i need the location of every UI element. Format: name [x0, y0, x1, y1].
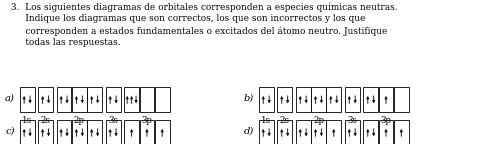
Text: c): c)	[5, 127, 15, 136]
Bar	[379, 120, 393, 144]
Bar	[379, 87, 393, 112]
Text: 3p: 3p	[381, 116, 391, 125]
Bar	[38, 87, 53, 112]
Bar	[124, 120, 139, 144]
Bar	[124, 87, 139, 112]
Bar	[259, 120, 274, 144]
Bar	[345, 87, 360, 112]
Text: 1s: 1s	[22, 116, 32, 125]
Bar	[38, 120, 53, 144]
Bar	[140, 87, 154, 112]
Text: 2p: 2p	[74, 116, 85, 125]
Bar	[363, 120, 378, 144]
Bar	[296, 87, 311, 112]
Text: 2p: 2p	[313, 116, 324, 125]
Text: 3s: 3s	[108, 116, 118, 125]
Bar	[277, 120, 292, 144]
Bar	[326, 87, 341, 112]
Bar	[20, 120, 35, 144]
Bar	[155, 120, 170, 144]
Bar	[259, 87, 274, 112]
Bar	[155, 87, 170, 112]
Bar	[87, 87, 102, 112]
Bar	[296, 120, 311, 144]
Bar	[87, 120, 102, 144]
Bar	[20, 87, 35, 112]
Bar	[140, 120, 154, 144]
Bar	[106, 87, 120, 112]
Bar	[311, 87, 326, 112]
Bar	[72, 120, 87, 144]
Text: 2s: 2s	[280, 116, 290, 125]
Text: 3s: 3s	[347, 116, 357, 125]
Bar	[106, 120, 120, 144]
Bar	[394, 120, 409, 144]
Bar	[363, 87, 378, 112]
Text: b): b)	[244, 94, 254, 103]
Bar	[277, 87, 292, 112]
Bar	[394, 87, 409, 112]
Text: d): d)	[244, 127, 254, 136]
Text: 1s: 1s	[261, 116, 271, 125]
Text: 3.  Los siguientes diagramas de orbitales corresponden a especies químicas neutr: 3. Los siguientes diagramas de orbitales…	[11, 2, 397, 47]
Bar	[345, 120, 360, 144]
Bar	[57, 120, 71, 144]
Bar	[326, 120, 341, 144]
Bar	[57, 87, 71, 112]
Text: a): a)	[5, 94, 15, 103]
Text: 2s: 2s	[40, 116, 51, 125]
Bar	[72, 87, 87, 112]
Text: 3p: 3p	[141, 116, 152, 125]
Bar	[311, 120, 326, 144]
